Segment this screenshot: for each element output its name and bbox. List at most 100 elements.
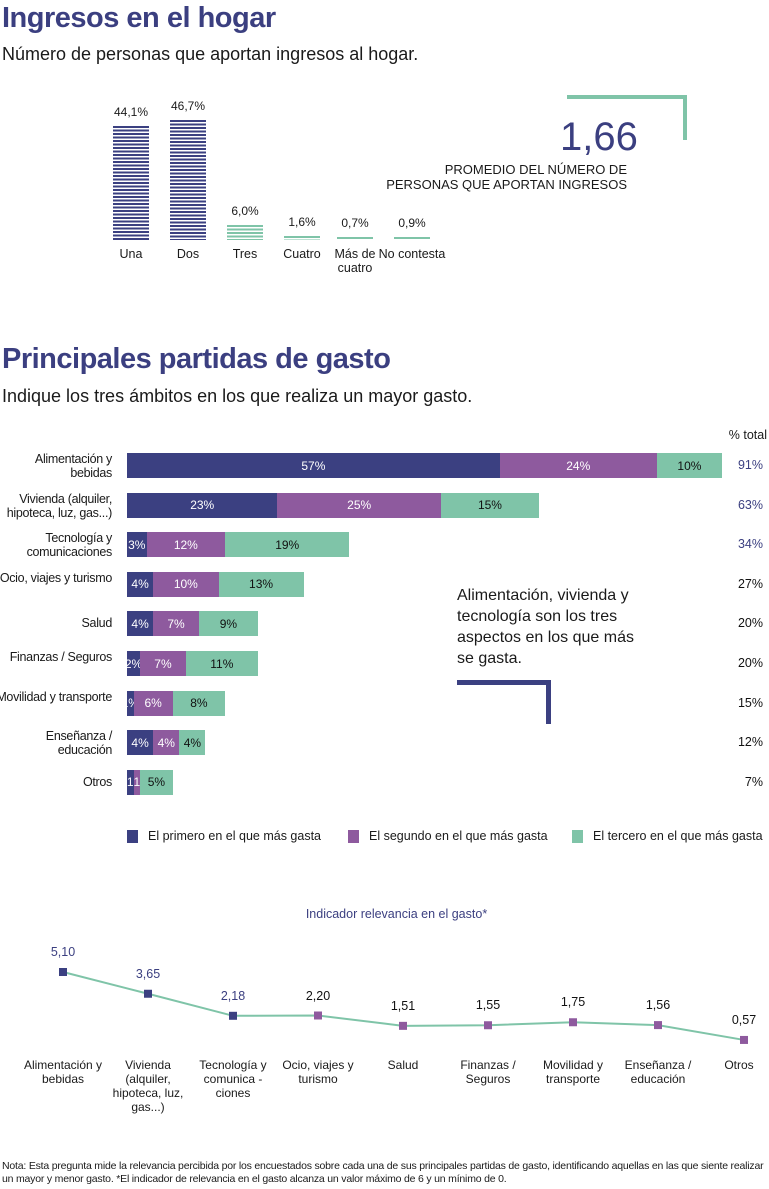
callout-bracket [457,680,551,724]
average-bracket [567,95,687,140]
row-label: Tecnología y comunicaciones [26,531,113,560]
section2-title: Principales partidas de gasto [2,343,391,375]
point-label: 2,20 [305,988,331,1003]
bar-1 [170,119,206,240]
category-label: Enseñanza / educación [624,1058,692,1086]
bar-segment: 5% [140,769,173,795]
bar-segment: 4% [127,611,154,637]
row-label: Salud [81,616,113,631]
section2-subtitle: Indique los tres ámbitos en los que real… [2,386,473,406]
value-label: 46,7% [170,98,206,113]
legend-swatch-navy [127,829,138,843]
bar-segment: 4% [179,730,206,756]
legend-item-third: El tercero en el que más gasta [572,829,763,843]
total-value: 27% [737,576,763,591]
bar-segment: 15% [440,492,539,518]
data-point [144,989,152,998]
data-point [399,1021,407,1030]
category-label: Más de cuatro [334,247,376,275]
bar-5 [394,237,430,240]
value-label: 6,0% [231,203,259,218]
bar-segment: 6% [133,690,173,716]
category-label: Dos [176,247,200,261]
category-label: Ocio, viajes y turismo [282,1058,354,1086]
data-point [484,1021,492,1030]
total-header: % total [728,428,767,442]
category-label: Alimentación y bebidas [23,1058,103,1086]
data-point [740,1035,748,1044]
bar-segment: 8% [172,690,226,716]
value-label: 0,9% [398,216,426,230]
bar-2 [227,224,263,240]
section1-title: Ingresos en el hogar [2,2,276,34]
average-value: 1,66 [560,115,638,159]
average-label: PROMEDIO DEL NÚMERO DE PERSONAS QUE APOR… [386,162,627,192]
point-label: 1,75 [560,995,586,1010]
category-label: Una [119,247,143,261]
legend-item-first: El primero en el que más gasta [127,829,321,843]
bar-segment: 4% [127,571,154,597]
category-label: Finanzas / Seguros [460,1058,516,1086]
bar-segment: 11% [185,651,258,676]
data-point [59,968,67,976]
bar-segment: 25% [277,492,441,518]
total-value: 63% [737,497,763,512]
row-label: Alimentación y bebidas [34,452,112,480]
row-label: Ocio, viajes y turismo [0,570,112,585]
legend-label: El primero en el que más gasta [148,829,322,843]
total-value: 91% [737,458,763,472]
data-point [654,1021,662,1030]
category-label: Cuatro [283,247,321,261]
bar-segment: 10% [656,453,723,478]
bar-segment: 24% [499,453,657,478]
data-point [229,1011,237,1020]
row-label: Otros [82,774,112,789]
bar-segment: 57% [127,453,500,478]
bar-segment: 10% [153,571,219,597]
bar-segment: 7% [153,611,199,637]
bar-segment: 4% [127,730,154,756]
legend-swatch-purple [348,829,359,843]
point-label: 0,57 [731,1012,757,1027]
row-label: Enseñanza / educación [45,729,113,758]
value-label: 1,6% [288,214,316,229]
value-label: 44,1% [113,105,149,120]
data-point [569,1018,577,1027]
legend-item-second: El segundo en el que más gasta [348,829,548,843]
bar-segment: 23% [127,492,278,518]
category-label: Movilidad y transporte [542,1058,604,1086]
bar-0 [113,126,149,240]
category-label: No contesta [378,247,446,261]
legend-label: El segundo en el que más gasta [369,829,548,843]
bar-segment: 4% [153,730,180,756]
category-label: Otros [724,1058,754,1072]
point-label: 5,10 [50,945,76,959]
bar-4 [337,237,373,240]
bar-segment: 12% [146,532,226,558]
point-label: 1,55 [475,998,501,1013]
total-value: 7% [744,774,763,789]
section1-subtitle: Número de personas que aportan ingresos … [2,44,419,64]
bar-segment: 1 [127,769,134,795]
point-label: 2,18 [220,988,246,1003]
legend-swatch-green [572,829,583,843]
point-label: 1,51 [390,998,416,1013]
data-point [314,1011,322,1020]
row-label: Vivienda (alquiler, hipoteca, luz, gas..… [6,491,113,520]
bar-segment: 19% [225,532,350,558]
row-label: Movilidad y transporte [0,689,112,704]
bar-segment: 3% [127,532,147,558]
total-value: 20% [737,656,763,670]
row-label: Finanzas / Seguros [9,650,113,664]
bar-segment: 1% [127,690,134,716]
average-label-line2: PERSONAS QUE APORTAN INGRESOS [386,177,627,192]
callout-text: Alimentación, vivienda y tecnología son … [457,587,634,667]
line-chart-title: Indicador relevancia en el gasto* [305,907,488,921]
bar-3 [284,235,320,240]
legend-label: El tercero en el que más gasta [593,829,763,843]
average-label-line1: PROMEDIO DEL NÚMERO DE [444,162,627,177]
category-label: Vivienda (alquiler, hipoteca, luz, gas..… [112,1058,184,1114]
bar-segment: 7% [140,651,186,676]
relevance-line-chart [59,968,748,1044]
point-label: 1,56 [645,998,671,1013]
